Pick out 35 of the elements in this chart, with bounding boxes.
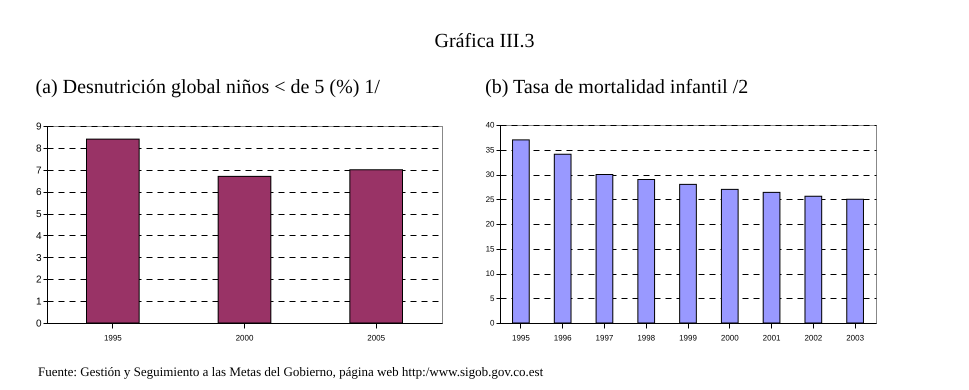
y-tick-label: 2 <box>36 274 42 286</box>
y-tick-label: 35 <box>486 145 496 154</box>
y-tick-label: 0 <box>36 318 42 330</box>
chart-title: (a) Desnutrición global niños < de 5 (%) 1/ <box>35 76 380 98</box>
y-tick-label: 30 <box>486 170 496 179</box>
y-tick-label: 5 <box>490 294 496 303</box>
y-tick-label: 15 <box>486 244 496 254</box>
y-tick-label: 40 <box>486 120 496 130</box>
x-tick-label: 2003 <box>846 334 865 342</box>
x-tick-label: 1998 <box>637 334 656 342</box>
x-tick-label: 2000 <box>720 334 740 342</box>
x-tick-label: 1995 <box>104 334 122 342</box>
x-tick-label: 1996 <box>554 334 572 342</box>
x-tick-label: 2000 <box>236 334 254 342</box>
y-tick-label: 9 <box>36 122 42 132</box>
y-tick-label: 5 <box>36 209 42 220</box>
x-tick-label: 1997 <box>596 334 614 342</box>
y-tick-label: 20 <box>486 220 496 228</box>
y-tick-label: 25 <box>486 194 496 204</box>
y-tick-label: 7 <box>36 165 42 176</box>
y-tick-label: 10 <box>486 269 496 278</box>
source-note: Fuente: Gestión y Seguimiento a las Metas del Gobierno, página web http:/www.sigob.gov.co.est <box>38 364 544 380</box>
x-tick-label: 2002 <box>804 334 823 342</box>
y-tick-label: 8 <box>36 143 42 154</box>
y-tick-label: 0 <box>490 318 496 328</box>
x-tick-label: 2001 <box>762 334 782 342</box>
chart-title: (b) Tasa de mortalidad infantil /2 <box>485 76 748 98</box>
x-tick-label: 1995 <box>512 334 530 342</box>
y-tick-label: 4 <box>36 230 42 242</box>
text: Gráfica III.3 <box>434 30 536 53</box>
x-tick-label: 2005 <box>367 334 386 342</box>
y-tick-label: 6 <box>36 187 42 198</box>
x-tick-label: 1999 <box>679 334 698 342</box>
y-tick-label: 1 <box>36 296 42 308</box>
y-tick-label: 3 <box>36 252 42 264</box>
